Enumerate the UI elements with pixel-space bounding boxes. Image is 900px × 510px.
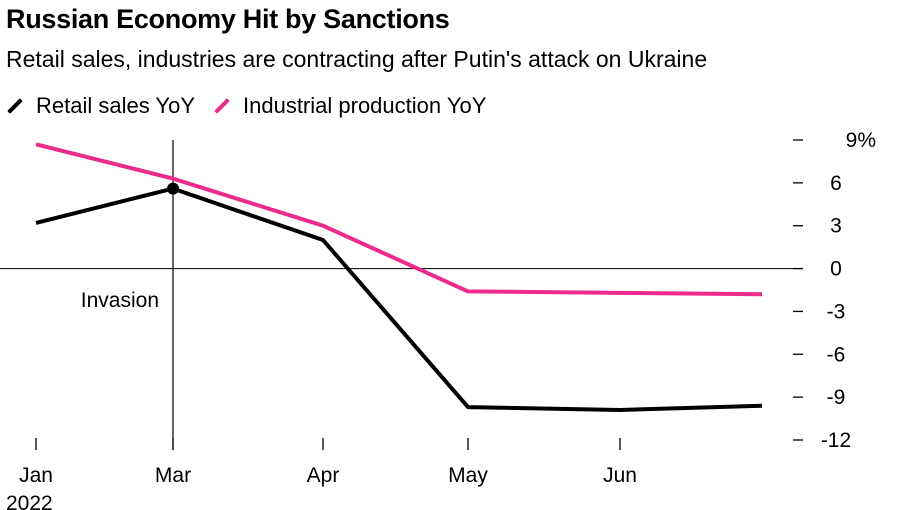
x-tick-label: Jan [19, 464, 53, 487]
chart-subtitle: Retail sales, industries are contracting… [6, 46, 708, 72]
chart-title: Russian Economy Hit by Sanctions [6, 4, 450, 34]
legend-label-industrial: Industrial production YoY [243, 93, 487, 118]
x-tick-label: May [448, 464, 488, 487]
legend-label-retail: Retail sales YoY [36, 93, 195, 118]
invasion-label: Invasion [81, 289, 159, 312]
x-tick-label: Jun [603, 464, 637, 487]
x-tick-label: Mar [155, 464, 191, 487]
legend-item-retail: Retail sales YoY [6, 93, 195, 119]
y-tick-label: -12 [821, 429, 851, 452]
industrial-production-line [35, 142, 763, 297]
retail-sales-line [35, 186, 763, 412]
invasion-point-marker [167, 182, 179, 195]
y-tick-label: 3 [830, 215, 842, 238]
y-tick-label: 0 [830, 258, 842, 281]
y-tick-label: 6 [830, 172, 842, 195]
y-tick-label: -9 [827, 386, 846, 409]
legend-item-industrial: Industrial production YoY [213, 93, 486, 119]
x-tick-label: Apr [307, 464, 340, 487]
legend: Retail sales YoY Industrial production Y… [6, 91, 504, 121]
y-tick-label: 9% [846, 129, 876, 152]
y-tick-label: -6 [827, 343, 846, 366]
x-tick-label-year: 2022 [6, 492, 53, 510]
y-tick-label: -3 [827, 300, 846, 323]
